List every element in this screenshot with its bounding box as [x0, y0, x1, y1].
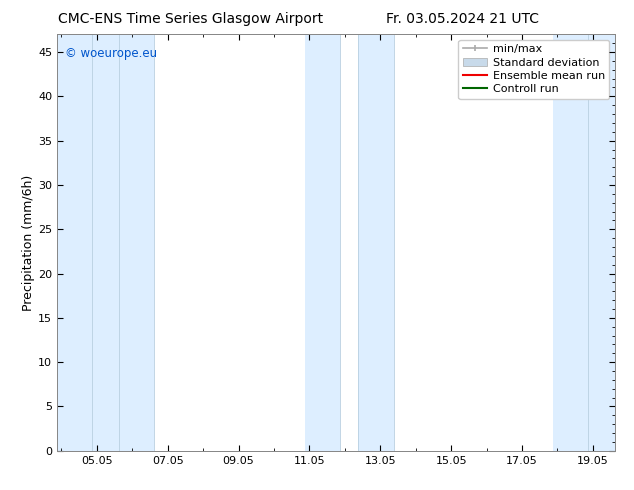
- Text: CMC-ENS Time Series Glasgow Airport: CMC-ENS Time Series Glasgow Airport: [58, 12, 323, 26]
- Bar: [358, 34, 394, 451]
- Bar: [553, 34, 615, 451]
- Bar: [57, 34, 119, 451]
- Legend: min/max, Standard deviation, Ensemble mean run, Controll run: min/max, Standard deviation, Ensemble me…: [458, 40, 609, 99]
- Text: © woeurope.eu: © woeurope.eu: [65, 47, 158, 60]
- Text: Fr. 03.05.2024 21 UTC: Fr. 03.05.2024 21 UTC: [386, 12, 540, 26]
- Bar: [305, 34, 340, 451]
- Y-axis label: Precipitation (mm/6h): Precipitation (mm/6h): [22, 174, 36, 311]
- Bar: [119, 34, 155, 451]
